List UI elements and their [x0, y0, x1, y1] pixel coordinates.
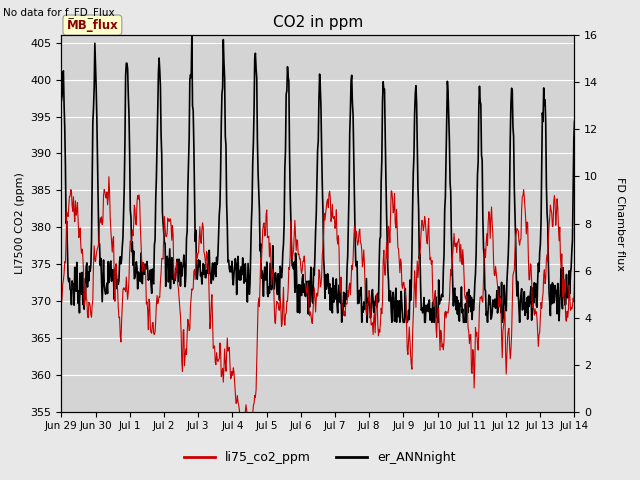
er_ANNnight [257, 275, 265, 281]
Line: li75_co2_ppm: li75_co2_ppm [61, 177, 575, 419]
er_ANNnight [338, 319, 346, 325]
Text: MB_flux: MB_flux [67, 19, 118, 32]
er_ANNnight [571, 119, 579, 124]
er_ANNnight [188, 33, 196, 38]
er_ANNnight [58, 98, 65, 104]
er_ANNnight [212, 254, 220, 260]
li75_co2_ppm [401, 286, 408, 292]
li75_co2_ppm [571, 277, 579, 283]
li75_co2_ppm [259, 242, 266, 248]
er_ANNnight [238, 272, 246, 277]
er_ANNnight [372, 293, 380, 299]
Legend: li75_co2_ppm, er_ANNnight: li75_co2_ppm, er_ANNnight [179, 446, 461, 469]
Text: No data for f_FD_Flux: No data for f_FD_Flux [3, 7, 115, 18]
li75_co2_ppm [372, 312, 380, 318]
Line: er_ANNnight: er_ANNnight [61, 36, 575, 322]
li75_co2_ppm [212, 350, 220, 356]
Title: CO2 in ppm: CO2 in ppm [273, 15, 363, 30]
li75_co2_ppm [105, 174, 113, 180]
li75_co2_ppm [58, 301, 65, 307]
li75_co2_ppm [118, 303, 126, 309]
li75_co2_ppm [239, 416, 246, 421]
Y-axis label: LI7500 CO2 (ppm): LI7500 CO2 (ppm) [15, 173, 25, 275]
Y-axis label: FD Chamber flux: FD Chamber flux [615, 177, 625, 270]
er_ANNnight [118, 256, 125, 262]
er_ANNnight [401, 319, 408, 325]
li75_co2_ppm [237, 416, 245, 422]
